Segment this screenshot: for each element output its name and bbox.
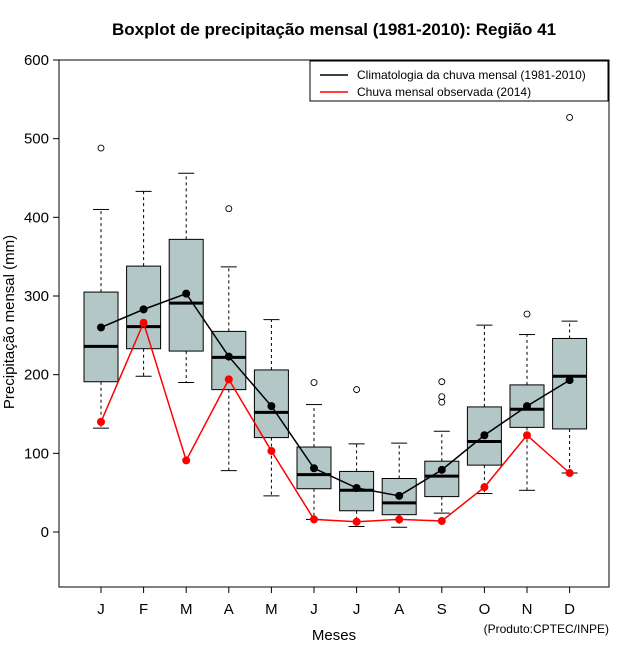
box-8 xyxy=(381,442,417,528)
series-point xyxy=(97,323,105,332)
series-point xyxy=(352,483,361,492)
series-point xyxy=(395,491,404,500)
series-point xyxy=(267,446,276,455)
series-point xyxy=(480,431,489,440)
series-point xyxy=(182,456,191,465)
legend: Climatologia da chuva mensal (1981-2010)… xyxy=(309,60,609,102)
series-point xyxy=(97,417,105,426)
series-point xyxy=(437,465,446,474)
box-iqr xyxy=(83,291,119,383)
y-tick-label: 500 xyxy=(24,131,49,148)
series-point xyxy=(352,517,361,526)
series-line xyxy=(100,292,570,497)
box-5 xyxy=(253,319,289,497)
outlier-point xyxy=(523,310,531,318)
series-point xyxy=(565,469,574,477)
outlier-point xyxy=(353,386,361,394)
x-tick-label: M xyxy=(265,601,278,618)
series-point xyxy=(139,318,148,327)
outlier-point xyxy=(438,378,446,386)
x-tick-label: J xyxy=(310,601,318,618)
plot-frame xyxy=(58,59,610,588)
series-point xyxy=(182,289,191,298)
box-6 xyxy=(296,379,332,520)
box-10 xyxy=(466,324,502,494)
legend-label-observed: Chuva mensal observada (2014) xyxy=(357,85,531,99)
x-axis-label: Meses xyxy=(312,627,356,644)
series-point xyxy=(224,352,233,361)
series-observed xyxy=(97,318,574,526)
y-tick-label: 400 xyxy=(24,209,49,226)
x-tick-label: M xyxy=(180,601,193,618)
series-line xyxy=(100,320,571,523)
x-tick-label: J xyxy=(353,601,361,618)
series-point xyxy=(523,431,531,440)
x-tick-label: A xyxy=(224,601,234,618)
credit-text: (Produto:CPTEC/INPE) xyxy=(484,622,609,636)
series-point xyxy=(267,402,276,411)
series-climatology xyxy=(97,289,574,500)
y-tick-label: 200 xyxy=(24,367,49,384)
outlier-point xyxy=(438,393,446,401)
y-tick-label: 300 xyxy=(24,288,49,305)
legend-label-climatology: Climatologia da chuva mensal (1981-2010) xyxy=(357,68,586,82)
x-tick-label: N xyxy=(522,601,533,618)
outlier-point xyxy=(97,144,105,152)
series-point xyxy=(437,516,446,525)
series-point xyxy=(395,515,404,524)
y-tick-label: 100 xyxy=(24,445,49,462)
series-point xyxy=(224,375,233,384)
box-11 xyxy=(509,310,545,491)
outlier-point xyxy=(310,379,318,386)
x-tick-label: J xyxy=(97,601,105,618)
x-tick-label: A xyxy=(394,601,404,618)
box-2 xyxy=(126,190,162,377)
chart-title: Boxplot de precipitação mensal (1981-201… xyxy=(112,20,556,39)
series-point xyxy=(139,305,148,314)
x-tick-label: S xyxy=(437,601,447,618)
series-point xyxy=(523,402,531,411)
x-tick-label: O xyxy=(479,601,491,618)
y-tick-label: 600 xyxy=(24,52,49,69)
outlier-point xyxy=(438,398,446,406)
outlier-point xyxy=(225,205,233,213)
x-tick-label: D xyxy=(564,601,575,618)
x-tick-label: F xyxy=(139,601,148,618)
series-point xyxy=(480,483,489,492)
series-point xyxy=(310,515,318,524)
box-7 xyxy=(339,386,375,527)
box-3 xyxy=(168,172,204,384)
legend-box xyxy=(309,60,609,102)
series-point xyxy=(310,464,318,473)
series-point xyxy=(565,376,574,385)
y-axis-label: Precipitação mensal (mm) xyxy=(1,235,18,409)
outlier-point xyxy=(566,113,574,121)
box-1 xyxy=(83,144,119,429)
box-12 xyxy=(552,113,588,474)
axes: 0 100 200 300 400 500 600 J F M A M J J A S O N D xyxy=(24,52,610,618)
plot-area xyxy=(83,113,588,528)
box-9 xyxy=(424,378,460,514)
y-tick-label: 0 xyxy=(41,524,49,541)
